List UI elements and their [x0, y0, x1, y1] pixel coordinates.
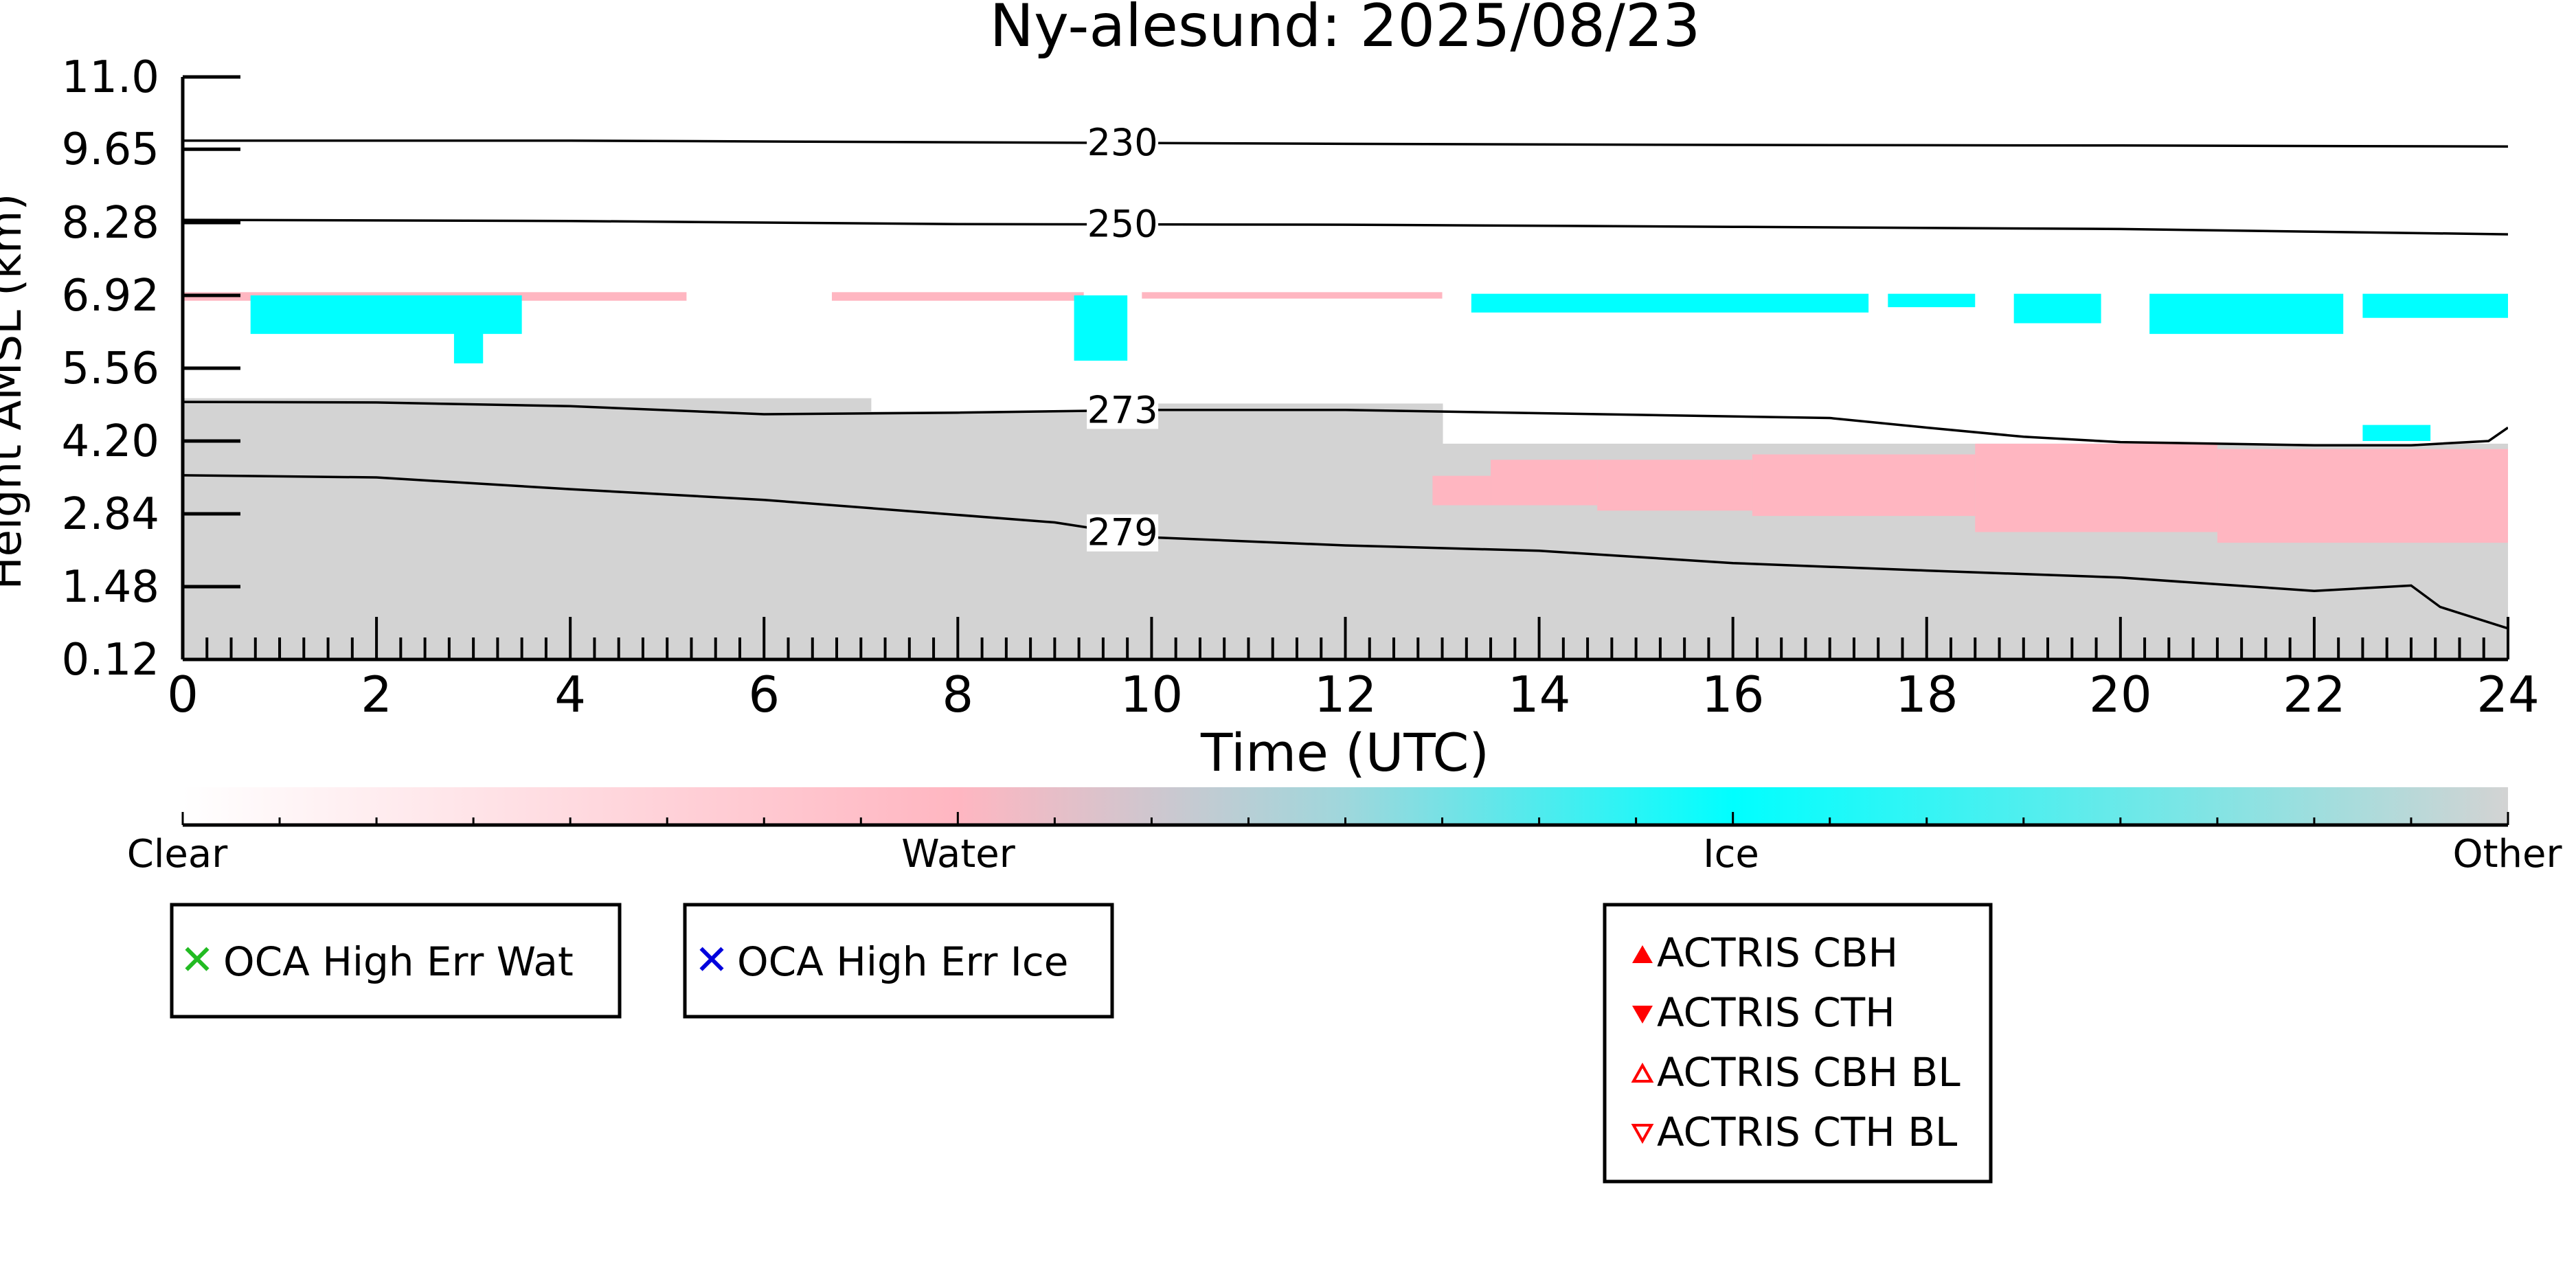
x-marker-icon: ✕ [180, 936, 214, 984]
x-axis: 0 2 4 6 8 10 12 14 16 18 20 22 24 [167, 617, 2540, 723]
legend-oca-ice: ✕ OCA High Err Ice [683, 903, 1114, 1019]
y-tick-label: 11.0 [62, 52, 160, 103]
plot-area: 230 250 273 279 [183, 121, 2508, 659]
ice-class-area [250, 293, 2508, 441]
contour-label: 279 [1087, 511, 1158, 554]
x-tick-label: 16 [1702, 666, 1765, 723]
x-tick-label: 8 [942, 666, 973, 723]
triangle-down-filled-icon [1632, 1006, 1653, 1024]
contour-label-bg [1087, 392, 1159, 429]
x-tick-label: 10 [1120, 666, 1184, 723]
other-region [870, 411, 1114, 659]
x-tick-label: 14 [1508, 666, 1571, 723]
contour-label-bg [1087, 514, 1159, 552]
ice-region [1471, 293, 1869, 313]
legend-label: ACTRIS CTH [1657, 989, 1895, 1036]
contour-label: 273 [1087, 388, 1158, 431]
water-region [1597, 460, 1752, 511]
contour-line [183, 400, 2508, 447]
water-region [1752, 454, 1976, 517]
chart-title: Ny-alesund: 2025/08/23 [990, 0, 1701, 60]
other-region [1113, 403, 1443, 659]
water-region [1491, 460, 1598, 506]
legend-box [1603, 903, 1993, 1184]
x-marker-icon: ✕ [694, 936, 729, 984]
legend-label: ACTRIS CBH [1657, 929, 1898, 976]
triangle-up-open-icon [1631, 1062, 1654, 1083]
contour-label: 230 [1087, 121, 1158, 164]
colorbar-label-ice: Ice [1703, 832, 1759, 877]
water-region [1142, 292, 1443, 299]
colorbar: Clear Water Ice Other [127, 787, 2562, 877]
ice-region [1074, 295, 1128, 361]
y-tick-label: 8.28 [62, 198, 160, 249]
colorbar-ticks [181, 812, 2509, 825]
x-tick-label: 20 [2089, 666, 2152, 723]
contour-label-bg [1087, 124, 1159, 162]
water-class-area [183, 292, 2508, 543]
legend-actris: ACTRIS CBH ACTRIS CTH ACTRIS CBH BL ACTR… [1603, 903, 1993, 1184]
ice-region [1888, 293, 1976, 308]
legend-label: OCA High Err Ice [737, 938, 1068, 985]
y-tick-label: 9.65 [62, 124, 160, 175]
y-tick-label: 1.48 [62, 562, 160, 613]
legend-label: OCA High Err Wat [223, 938, 574, 985]
colorbar-label-other: Other [2452, 832, 2562, 877]
other-region [183, 398, 872, 659]
x-axis-label: Time (UTC) [1200, 722, 1489, 783]
ice-region [453, 317, 484, 363]
colorbar-label-clear: Clear [127, 832, 228, 877]
contour-line [183, 139, 2508, 148]
legend-label: ACTRIS CBH BL [1657, 1049, 1961, 1096]
y-tick-label: 5.56 [62, 343, 160, 394]
x-tick-label: 4 [554, 666, 586, 723]
contour-label-bg [1087, 205, 1159, 243]
contour-line [183, 474, 2508, 630]
water-region [1975, 443, 2217, 532]
y-axis-label: Height AMSL (km) [0, 194, 32, 590]
y-tick-label: 4.20 [62, 416, 160, 467]
water-region [1432, 475, 1491, 506]
legend-box [170, 903, 622, 1019]
y-tick-label: 2.84 [62, 489, 160, 540]
x-tick-label: 0 [167, 666, 199, 723]
colorbar-label-water: Water [901, 832, 1016, 877]
temperature-contours: 230 250 273 279 [183, 121, 2508, 630]
legend-oca-wat: ✕ OCA High Err Wat [170, 903, 622, 1019]
contour-line [183, 218, 2508, 236]
y-tick-label: 6.92 [62, 271, 160, 321]
x-tick-label: 6 [748, 666, 780, 723]
legend-box [683, 903, 1114, 1019]
ice-region [2013, 293, 2101, 324]
x-tick-label: 22 [2283, 666, 2346, 723]
x-tick-label: 2 [361, 666, 392, 723]
triangle-up-filled-icon [1632, 945, 1653, 963]
x-tick-label: 18 [1895, 666, 1958, 723]
water-region [831, 292, 1084, 301]
ice-region [2362, 425, 2431, 441]
y-axis: 0.12 1.48 2.84 4.20 5.56 6.92 8.28 9.65 11.0 [62, 52, 240, 686]
y-tick-label: 0.12 [62, 635, 160, 686]
contour-label: 250 [1087, 203, 1158, 246]
water-region [2217, 449, 2508, 543]
x-tick-label: 24 [2476, 666, 2540, 723]
legend-label: ACTRIS CTH BL [1657, 1109, 1957, 1155]
x-tick-label: 12 [1314, 666, 1377, 723]
triangle-down-open-icon [1631, 1124, 1654, 1144]
ice-region [2362, 293, 2508, 318]
ice-region [2149, 293, 2344, 335]
